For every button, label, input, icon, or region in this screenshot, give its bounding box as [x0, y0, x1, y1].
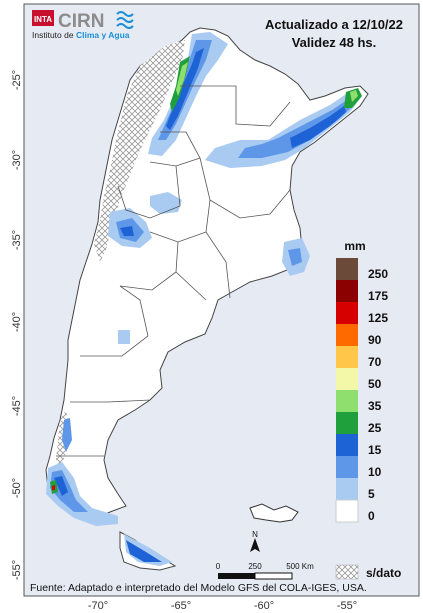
legend-label-50: 50 — [368, 377, 382, 391]
north-label: N — [252, 530, 258, 539]
legend-label-25: 25 — [368, 421, 382, 435]
cirn-logo: INTA CIRN Instituto de Clima y Agua — [32, 10, 134, 40]
legend-swatch-250 — [336, 258, 358, 280]
lat-label-30: -30° — [11, 150, 23, 170]
legend-swatch-10 — [336, 456, 358, 478]
lat-label-35: -35° — [11, 230, 23, 250]
lat-label-45: -45° — [11, 396, 23, 416]
source-note: Fuente: Adaptado e interpretado del Mode… — [30, 582, 367, 594]
legend-label-35: 35 — [368, 399, 382, 413]
legend-swatch-35 — [336, 390, 358, 412]
scale-segment-2 — [254, 572, 293, 580]
province-boundaries — [56, 85, 291, 457]
legend-swatch-5 — [336, 478, 358, 500]
north-arrow-icon — [250, 538, 260, 552]
legend-swatch-0 — [335, 499, 359, 523]
precipitation-areas — [46, 32, 362, 566]
legend-label-0: 0 — [368, 509, 375, 523]
legend-label-90: 90 — [368, 333, 382, 347]
lon-label-60: -60° — [254, 600, 274, 612]
updated-date: Actualizado a 12/10/22 — [265, 17, 403, 32]
legend-swatches — [335, 258, 359, 523]
longitude-axis: -70° -65° -60° -55° — [88, 600, 357, 612]
legend-label-175: 175 — [368, 289, 388, 303]
scale-label-250: 250 — [248, 562, 262, 571]
institute-prefix: Instituto de — [32, 30, 76, 40]
legend-swatch-50 — [336, 368, 358, 390]
latitude-axis: -25° -30° -35° -40° -45° -50° -55° — [11, 70, 23, 580]
legend-unit: mm — [344, 239, 365, 253]
lat-label-55: -55° — [11, 560, 23, 580]
cirn-logo-text: CIRN — [58, 11, 104, 32]
scale-label-500: 500 Km — [286, 562, 314, 571]
legend-nodata-label: s/dato — [366, 566, 401, 580]
lon-label-55: -55° — [337, 600, 357, 612]
legend-label-10: 10 — [368, 465, 382, 479]
inta-logo-icon — [32, 10, 54, 26]
legend-label-70: 70 — [368, 355, 382, 369]
validity-text: Validez 48 hs. — [292, 35, 377, 50]
legend-label-5: 5 — [368, 487, 375, 501]
lon-label-65: -65° — [171, 600, 191, 612]
lat-label-50: -50° — [11, 478, 23, 498]
legend-swatch-15 — [336, 434, 358, 456]
lat-label-40: -40° — [11, 312, 23, 332]
legend-label-15: 15 — [368, 443, 382, 457]
legend-label-125: 125 — [368, 311, 388, 325]
legend-label-250: 250 — [368, 267, 388, 281]
malvinas-islands — [249, 503, 299, 523]
institute-highlight: Clima y Agua — [76, 30, 130, 40]
legend-nodata-swatch — [335, 564, 359, 580]
scale-segment-1 — [218, 573, 255, 579]
inta-logo-text: INTA — [34, 15, 52, 24]
scale-label-0: 0 — [216, 562, 221, 571]
lat-label-25: -25° — [11, 70, 23, 90]
north-arrow: N — [250, 530, 260, 552]
scale-bar: 0 250 500 Km — [216, 562, 314, 580]
legend-swatch-125 — [336, 302, 358, 324]
legend-swatch-70 — [336, 346, 358, 368]
lon-label-70: -70° — [88, 600, 108, 612]
nodata-andes-north — [94, 40, 185, 262]
institute-name: Instituto de Clima y Agua — [32, 30, 130, 40]
water-waves-icon — [116, 11, 134, 29]
legend-swatch-175 — [336, 280, 358, 302]
legend-swatch-25 — [336, 412, 358, 434]
legend-swatch-90 — [336, 324, 358, 346]
